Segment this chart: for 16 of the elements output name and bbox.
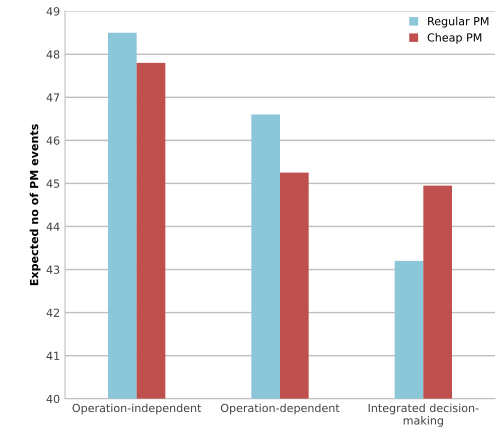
y-axis-title: Expected no of PM events (30, 124, 40, 286)
x-tick-label: Operation-dependent (220, 404, 340, 414)
x-tick-label: Operation-independent (72, 404, 202, 414)
y-tick-label: 41 (46, 352, 60, 360)
y-tick-label: 45 (46, 180, 60, 188)
x-tick-label: Integrated decision- making (368, 404, 479, 427)
y-tick-label: 43 (46, 266, 60, 274)
y-tick-label: 47 (46, 93, 60, 102)
y-tick-label: 44 (46, 222, 60, 231)
legend-label: Cheap PM (428, 33, 482, 44)
y-tick-label: 46 (46, 136, 60, 145)
y-tick-label: 42 (46, 308, 60, 317)
y-tick-label: 48 (46, 50, 60, 59)
legend-label: Regular PM (428, 16, 488, 28)
y-tick-label: 49 (46, 7, 60, 16)
y-tick-label: 40 (46, 394, 60, 404)
